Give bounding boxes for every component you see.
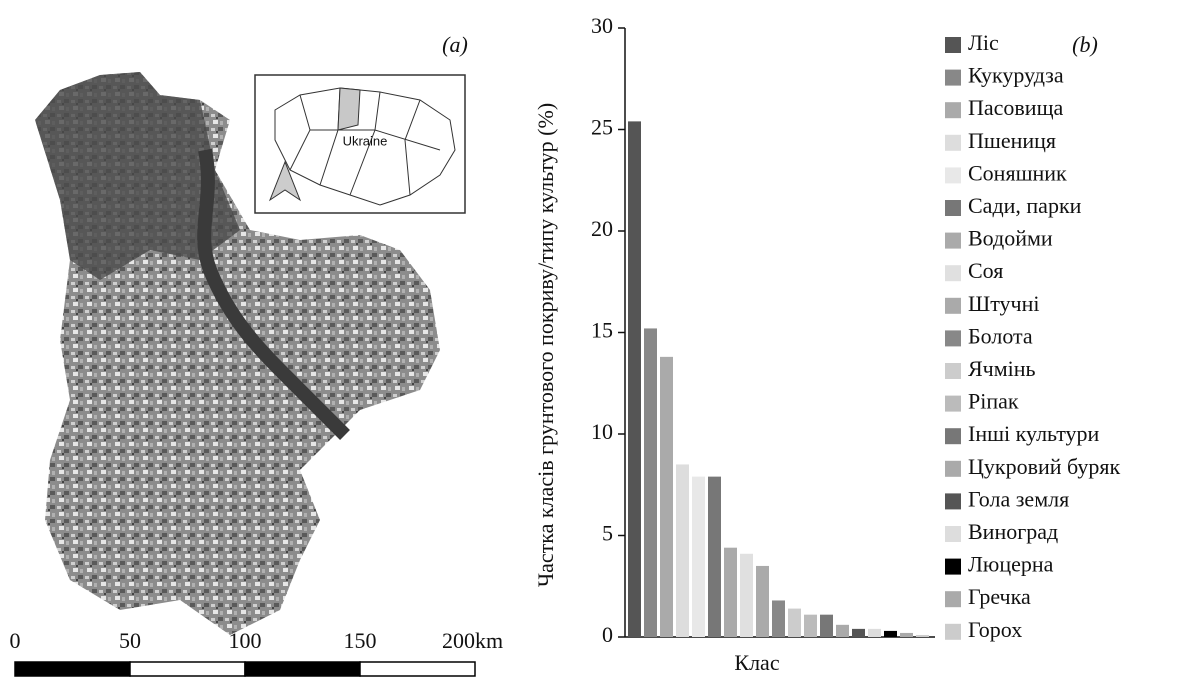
legend-swatch xyxy=(945,526,961,542)
y-tick-label: 10 xyxy=(591,419,613,444)
scale-unit: km xyxy=(475,628,503,653)
bar xyxy=(740,553,753,637)
legend-label: Ячмінь xyxy=(968,356,1036,381)
scale-tick-label: 200 xyxy=(442,628,475,653)
legend-label: Люцерна xyxy=(968,552,1054,577)
legend-swatch xyxy=(945,493,961,510)
bar xyxy=(836,624,849,637)
legend-swatch xyxy=(945,134,961,151)
legend-label: Ріпак xyxy=(968,389,1019,414)
legend-label: Інші культури xyxy=(968,421,1100,446)
legend-swatch xyxy=(945,200,961,216)
legend-swatch xyxy=(945,363,961,379)
bar xyxy=(820,614,833,637)
y-tick-label: 20 xyxy=(591,216,613,241)
scale-segment xyxy=(244,661,361,677)
forest-area xyxy=(35,72,240,280)
panel-label: (a) xyxy=(442,32,468,57)
legend-swatch xyxy=(945,69,961,86)
river xyxy=(197,148,350,440)
legend-swatch xyxy=(945,167,961,184)
legend-swatch xyxy=(945,623,961,640)
legend-label: Водойми xyxy=(968,226,1053,251)
legend-swatch xyxy=(945,395,961,412)
legend-label: Пшениця xyxy=(968,128,1056,153)
legend-label: Пасовища xyxy=(968,95,1064,120)
bar xyxy=(756,565,769,637)
bar xyxy=(724,547,737,637)
bar xyxy=(868,628,881,637)
legend-swatch xyxy=(945,232,961,249)
bar xyxy=(692,476,705,637)
y-tick-label: 15 xyxy=(591,318,613,343)
legend-swatch xyxy=(945,591,961,608)
north-arrow xyxy=(268,160,302,202)
scale-segment xyxy=(359,661,476,677)
y-axis-label: Частка класів грунтового покриву/типу ку… xyxy=(533,103,558,587)
y-tick-label: 0 xyxy=(602,622,613,647)
bar xyxy=(852,628,865,637)
bar xyxy=(900,632,913,637)
scale-tick-label: 0 xyxy=(10,628,21,653)
bar xyxy=(884,630,897,637)
bar xyxy=(788,608,801,637)
bar-chart: Частка класів грунтового покриву/типу ку… xyxy=(533,32,1098,675)
y-tick-label: 25 xyxy=(591,115,613,140)
legend-label: Болота xyxy=(968,323,1033,348)
legend-swatch xyxy=(945,330,961,347)
legend-swatch xyxy=(945,558,961,575)
legend-label: Ліс xyxy=(968,30,999,55)
legend-swatch xyxy=(945,297,961,314)
scale-segment xyxy=(14,661,131,677)
scale-tick-label: 100 xyxy=(229,628,262,653)
scale-tick-label: 50 xyxy=(119,628,141,653)
inset-label: Ukraine xyxy=(343,133,388,148)
legend-label: Гречка xyxy=(968,584,1031,609)
legend-swatch xyxy=(945,428,961,445)
bar xyxy=(772,600,785,637)
bar xyxy=(676,464,689,637)
bar xyxy=(708,476,721,637)
y-tick-label: 5 xyxy=(602,521,613,546)
legend-label: Гола земля xyxy=(968,486,1069,511)
legend-label: Соя xyxy=(968,258,1003,283)
legend-label: Цукровий буряк xyxy=(968,454,1120,479)
legend-label: Кукурудза xyxy=(968,63,1064,88)
y-tick-label: 30 xyxy=(591,13,613,38)
panel-label: (b) xyxy=(1072,32,1098,57)
x-axis-label: Клас xyxy=(734,650,779,675)
legend-swatch xyxy=(945,37,961,53)
bar xyxy=(644,328,657,637)
legend-label: Виноград xyxy=(968,519,1058,544)
legend-label: Горох xyxy=(968,617,1022,642)
legend-swatch xyxy=(945,460,961,477)
bar xyxy=(628,121,641,637)
bar xyxy=(804,614,817,637)
legend-label: Штучні xyxy=(968,291,1039,316)
map: Ukraine (a) km xyxy=(35,32,503,653)
legend-swatch xyxy=(945,265,961,282)
legend-swatch xyxy=(945,102,961,119)
inset-highlight xyxy=(337,87,361,131)
legend-label: Соняшник xyxy=(968,160,1067,185)
bar xyxy=(660,356,673,637)
scale-tick-label: 150 xyxy=(344,628,377,653)
legend-label: Сади, парки xyxy=(968,193,1082,218)
scale-segment xyxy=(129,661,246,677)
bar xyxy=(916,634,929,637)
